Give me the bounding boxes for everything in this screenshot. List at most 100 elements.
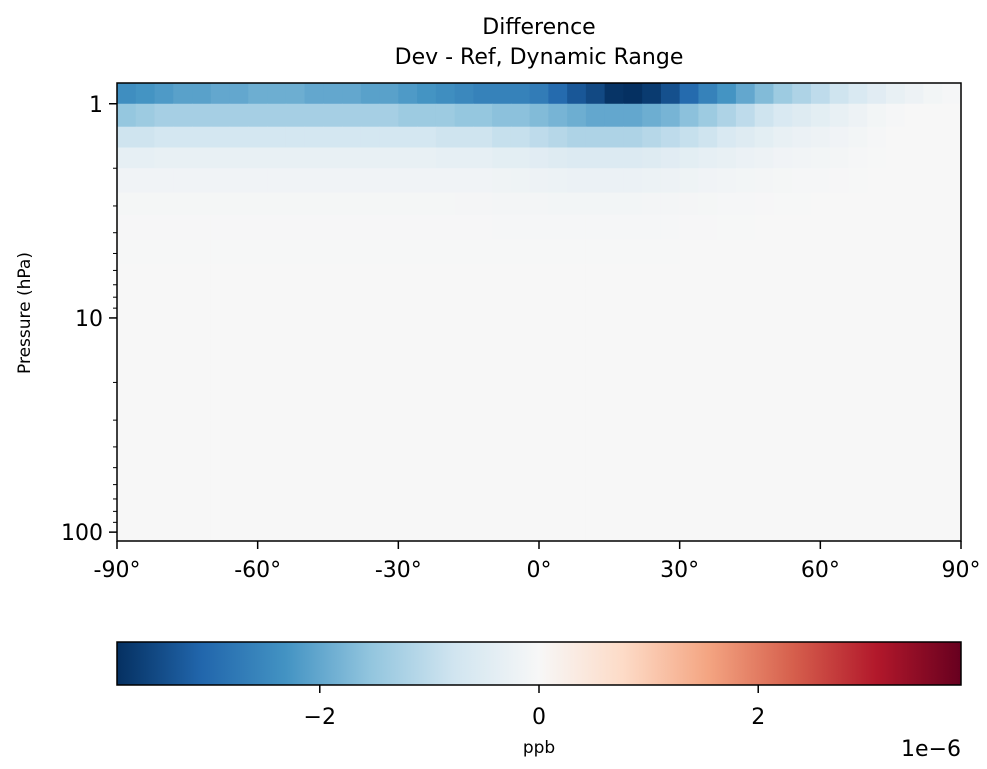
heatmap-cell — [717, 239, 737, 265]
heatmap-cell — [285, 103, 306, 128]
heatmap-cell — [679, 288, 700, 314]
heatmap-cell — [660, 446, 681, 478]
heatmap-cell — [454, 192, 474, 216]
heatmap-cell — [548, 391, 568, 421]
heatmap-cell — [679, 476, 700, 506]
heatmap-cell — [773, 338, 793, 366]
heatmap-cell — [867, 420, 887, 448]
heatmap-cell — [267, 147, 287, 169]
heatmap-cell — [810, 420, 831, 448]
heatmap-cell — [548, 168, 568, 194]
heatmap-cell — [567, 446, 587, 478]
heatmap-cell — [529, 147, 549, 169]
heatmap-cell — [510, 288, 531, 314]
heatmap-cell — [773, 420, 793, 448]
heatmap-cell — [867, 126, 887, 149]
heatmap-cell — [942, 476, 962, 506]
heatmap-cell — [679, 505, 700, 542]
heatmap-cell — [285, 338, 306, 366]
heatmap-cell — [267, 313, 287, 340]
heatmap-cell — [323, 476, 343, 506]
heatmap-cell — [135, 288, 156, 314]
heatmap-cell — [829, 420, 850, 448]
heatmap-cell — [135, 192, 156, 216]
heatmap-cell — [867, 147, 887, 169]
heatmap-cell — [604, 505, 624, 542]
heatmap-cell — [698, 168, 718, 194]
heatmap-cell — [267, 83, 287, 105]
heatmap-cell — [210, 192, 231, 216]
heatmap-cell — [454, 476, 474, 506]
heatmap-cell — [492, 420, 512, 448]
heatmap-cell — [417, 103, 437, 128]
heatmap-cell — [623, 168, 643, 194]
heatmap-cell — [567, 505, 587, 542]
heatmap-cell — [829, 192, 850, 216]
heatmap-cell — [192, 288, 212, 314]
heatmap-cell — [135, 214, 156, 241]
heatmap-cell — [248, 147, 268, 169]
heatmap-cell — [717, 391, 737, 421]
heatmap-cell — [548, 214, 568, 241]
heatmap-cell — [773, 446, 793, 478]
heatmap-cell — [773, 264, 793, 290]
heatmap-cell — [304, 126, 324, 149]
heatmap-cell — [829, 446, 850, 478]
heatmap-cell — [454, 147, 474, 169]
heatmap-cell — [679, 364, 700, 392]
heatmap-cell — [923, 364, 943, 392]
heatmap-cell — [548, 264, 568, 290]
heatmap-cell — [679, 446, 700, 478]
heatmap-cell — [435, 505, 456, 542]
heatmap-cell — [548, 147, 568, 169]
heatmap-cell — [698, 192, 718, 216]
heatmap-cell — [323, 147, 343, 169]
heatmap-cells — [117, 83, 962, 542]
heatmap-cell — [342, 168, 362, 194]
heatmap-cell — [904, 239, 925, 265]
heatmap-cell — [792, 288, 812, 314]
heatmap-cell — [604, 446, 624, 478]
heatmap-cell — [773, 239, 793, 265]
heatmap-cell — [229, 338, 249, 366]
heatmap-cell — [810, 446, 831, 478]
heatmap-cell — [867, 103, 887, 128]
heatmap-cell — [904, 126, 925, 149]
heatmap-cell — [885, 239, 906, 265]
heatmap-cell — [567, 420, 587, 448]
heatmap-cell — [754, 313, 775, 340]
heatmap-cell — [792, 83, 812, 105]
heatmap-cell — [379, 391, 399, 421]
heatmap-cell — [398, 214, 418, 241]
colorbar-offset-label: 1e−6 — [901, 737, 961, 762]
heatmap-cell — [248, 264, 268, 290]
heatmap-cell — [792, 126, 812, 149]
heatmap-cell — [698, 214, 718, 241]
heatmap-cell — [473, 147, 493, 169]
heatmap-cell — [304, 364, 324, 392]
heatmap-cell — [435, 476, 456, 506]
heatmap-cell — [585, 476, 606, 506]
heatmap-cell — [904, 446, 925, 478]
heatmap-cell — [754, 476, 775, 506]
heatmap-cell — [360, 446, 381, 478]
heatmap-cell — [248, 214, 268, 241]
heatmap-cell — [135, 338, 156, 366]
heatmap-cell — [567, 313, 587, 340]
heatmap-cell — [173, 126, 193, 149]
heatmap-cell — [398, 264, 418, 290]
heatmap-cell — [510, 168, 531, 194]
heatmap-cell — [304, 147, 324, 169]
heatmap-cell — [492, 83, 512, 105]
heatmap-cell — [229, 446, 249, 478]
heatmap-cell — [904, 420, 925, 448]
heatmap-cell — [454, 103, 474, 128]
heatmap-cell — [323, 338, 343, 366]
heatmap-cell — [248, 313, 268, 340]
heatmap-cell — [735, 264, 756, 290]
heatmap-cell — [267, 192, 287, 216]
heatmap-cell — [548, 476, 568, 506]
y-tick-label: 1 — [89, 93, 103, 118]
heatmap-cell — [585, 168, 606, 194]
heatmap-cell — [248, 446, 268, 478]
